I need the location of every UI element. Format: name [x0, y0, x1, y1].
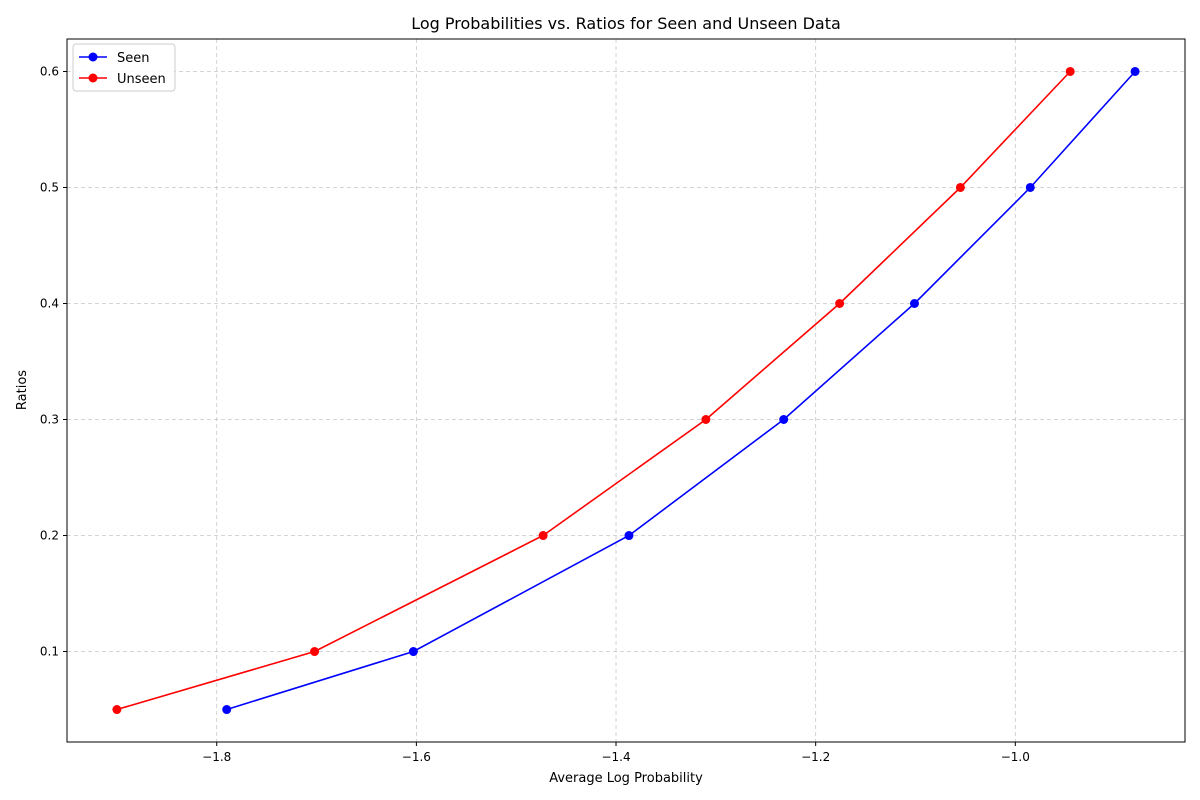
- data-point-unseen: [701, 415, 711, 425]
- legend: Seen Unseen: [72, 43, 176, 92]
- y-tick-label: 0.2: [40, 529, 59, 543]
- y-tick-label: 0.3: [40, 413, 59, 427]
- x-tick-label: −1.6: [402, 750, 431, 764]
- data-point-unseen: [955, 182, 965, 192]
- data-point-seen: [222, 705, 232, 715]
- data-point-unseen: [1065, 66, 1075, 76]
- grid-layer: [67, 39, 1185, 742]
- plot-area-frame: [66, 38, 1186, 743]
- series-line-seen: [226, 70, 1136, 711]
- legend-marker-unseen: [88, 73, 98, 83]
- series-layer: [112, 66, 1140, 715]
- data-point-unseen: [112, 705, 122, 715]
- data-point-seen: [909, 298, 919, 308]
- x-tick-label: −1.4: [601, 750, 630, 764]
- data-point-seen: [1130, 66, 1140, 76]
- legend-label-unseen: Unseen: [117, 72, 166, 87]
- y-tick-label: 0.6: [40, 64, 59, 78]
- data-point-seen: [624, 531, 634, 541]
- data-point-unseen: [835, 298, 845, 308]
- data-point-unseen: [538, 531, 548, 541]
- x-tick-label: −1.0: [1001, 750, 1030, 764]
- x-tick-label: −1.8: [202, 750, 231, 764]
- data-point-unseen: [310, 647, 320, 657]
- y-tick-label: 0.5: [40, 180, 59, 194]
- tick-layer: −1.8 −1.6 −1.4 −1.2 −1.0 0.1 0.2 0.3 0.4 0.5 0.6: [40, 64, 1030, 764]
- y-axis-label: Ratios: [15, 370, 30, 410]
- x-axis-label: Average Log Probability: [549, 771, 703, 786]
- series-line-unseen: [116, 70, 1071, 711]
- legend-label-seen: Seen: [117, 51, 150, 66]
- legend-marker-seen: [88, 52, 98, 62]
- x-tick-label: −1.2: [801, 750, 830, 764]
- data-point-seen: [408, 647, 418, 657]
- chart-title: Log Probabilities vs. Ratios for Seen an…: [411, 14, 841, 33]
- data-point-seen: [779, 415, 789, 425]
- legend-box: [72, 43, 176, 92]
- y-tick-label: 0.1: [40, 645, 59, 659]
- y-tick-label: 0.4: [40, 296, 59, 310]
- data-point-seen: [1025, 182, 1035, 192]
